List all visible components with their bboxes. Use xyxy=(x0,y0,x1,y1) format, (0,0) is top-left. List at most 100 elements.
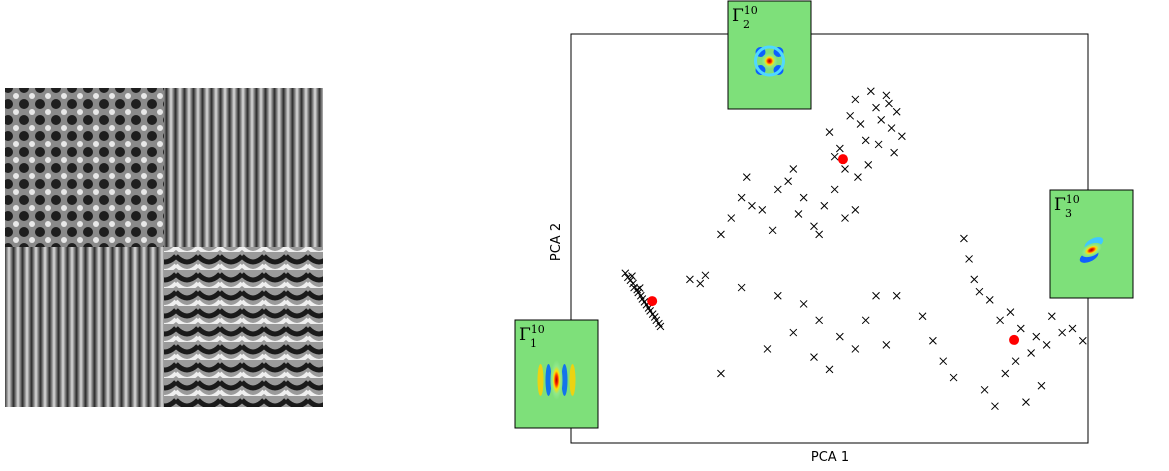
x-marker xyxy=(830,152,839,161)
x-marker xyxy=(742,173,751,182)
x-marker xyxy=(820,201,829,210)
x-marker xyxy=(815,316,824,325)
x-marker xyxy=(872,103,880,112)
x-marker xyxy=(773,185,782,194)
x-marker xyxy=(980,385,989,394)
x-marker xyxy=(851,206,860,214)
x-marker xyxy=(898,132,906,141)
x-marker xyxy=(861,136,870,145)
x-marker xyxy=(1027,349,1035,357)
plot-frame xyxy=(570,33,1089,444)
x-marker xyxy=(1047,312,1056,321)
x-marker xyxy=(846,111,855,120)
x-marker xyxy=(1006,308,1015,316)
inset-center xyxy=(1081,242,1102,258)
x-marker xyxy=(825,365,834,374)
x-marker xyxy=(635,284,644,292)
x-marker xyxy=(696,279,705,288)
x-marker xyxy=(985,295,994,304)
inset-lobe xyxy=(537,364,544,396)
x-marker xyxy=(799,300,808,308)
x-marker xyxy=(960,234,968,243)
x-marker xyxy=(717,369,725,378)
x-marker xyxy=(867,87,875,96)
x-marker xyxy=(877,116,886,124)
inset-superscript: 10 xyxy=(1066,193,1080,206)
x-marker xyxy=(727,214,736,222)
points xyxy=(621,87,1087,411)
x-marker xyxy=(991,402,999,411)
x-marker xyxy=(965,255,973,263)
x-marker xyxy=(748,201,756,210)
x-marker xyxy=(996,316,1004,325)
x-marker xyxy=(1037,381,1046,390)
x-marker xyxy=(686,275,694,284)
inset-subscript: 1 xyxy=(530,337,537,350)
x-marker xyxy=(890,148,898,157)
x-marker xyxy=(1022,398,1030,406)
inset-superscript: 10 xyxy=(744,4,758,17)
x-marker xyxy=(1032,332,1041,341)
x-marker xyxy=(825,128,834,137)
x-marker xyxy=(861,316,870,325)
x-marker xyxy=(758,206,767,214)
x-marker xyxy=(784,177,792,186)
x-marker xyxy=(841,214,849,222)
inset-center xyxy=(761,53,778,69)
x-marker xyxy=(882,91,891,100)
x-marker xyxy=(882,340,891,349)
inset-lobe xyxy=(569,364,576,396)
x-marker xyxy=(918,312,927,321)
x-marker xyxy=(628,272,636,280)
x-marker xyxy=(810,222,818,231)
x-marker xyxy=(737,193,746,202)
x-marker xyxy=(1068,324,1077,333)
x-marker xyxy=(789,328,798,337)
dot-marker xyxy=(1009,334,1020,345)
inset-symbol: Γ xyxy=(1054,195,1066,215)
x-marker xyxy=(763,345,772,353)
x-marker xyxy=(856,120,865,128)
x-marker xyxy=(810,353,818,361)
x-marker xyxy=(815,230,824,239)
x-marker xyxy=(656,322,665,331)
x-marker xyxy=(830,185,839,194)
inset-lobe xyxy=(561,364,568,396)
x-marker xyxy=(975,287,984,296)
x-marker xyxy=(835,144,844,153)
x-marker xyxy=(864,161,873,169)
x-marker xyxy=(841,165,849,173)
x-marker xyxy=(854,173,862,182)
inset-subscript: 3 xyxy=(1065,207,1072,220)
inset-lobe xyxy=(545,364,552,396)
x-marker xyxy=(872,291,880,300)
x-marker xyxy=(717,230,725,239)
x-marker xyxy=(1042,340,1051,349)
y-axis-label: PCA 2 xyxy=(549,223,564,261)
x-marker xyxy=(737,283,746,292)
x-marker xyxy=(1011,357,1020,366)
x-marker xyxy=(939,357,948,366)
x-marker xyxy=(874,140,883,149)
texture-image xyxy=(5,88,323,407)
inset-superscript: 10 xyxy=(531,323,545,336)
x-marker xyxy=(949,373,958,382)
x-marker xyxy=(799,193,808,202)
x-marker xyxy=(892,291,901,300)
inset-center xyxy=(550,360,563,400)
x-marker xyxy=(1001,369,1010,378)
inset-symbol: Γ xyxy=(732,6,744,26)
x-marker xyxy=(768,226,777,235)
x-marker xyxy=(970,275,979,284)
dot-marker xyxy=(837,154,848,165)
x-axis-label: PCA 1 xyxy=(811,450,849,465)
inset-ring xyxy=(754,45,785,77)
inset-label: Γ10 1 xyxy=(519,323,545,350)
inset-label: Γ10 2 xyxy=(732,4,758,31)
x-marker xyxy=(885,99,893,108)
inset-subscript: 2 xyxy=(743,18,750,31)
x-marker xyxy=(621,269,630,278)
x-marker xyxy=(851,345,860,353)
